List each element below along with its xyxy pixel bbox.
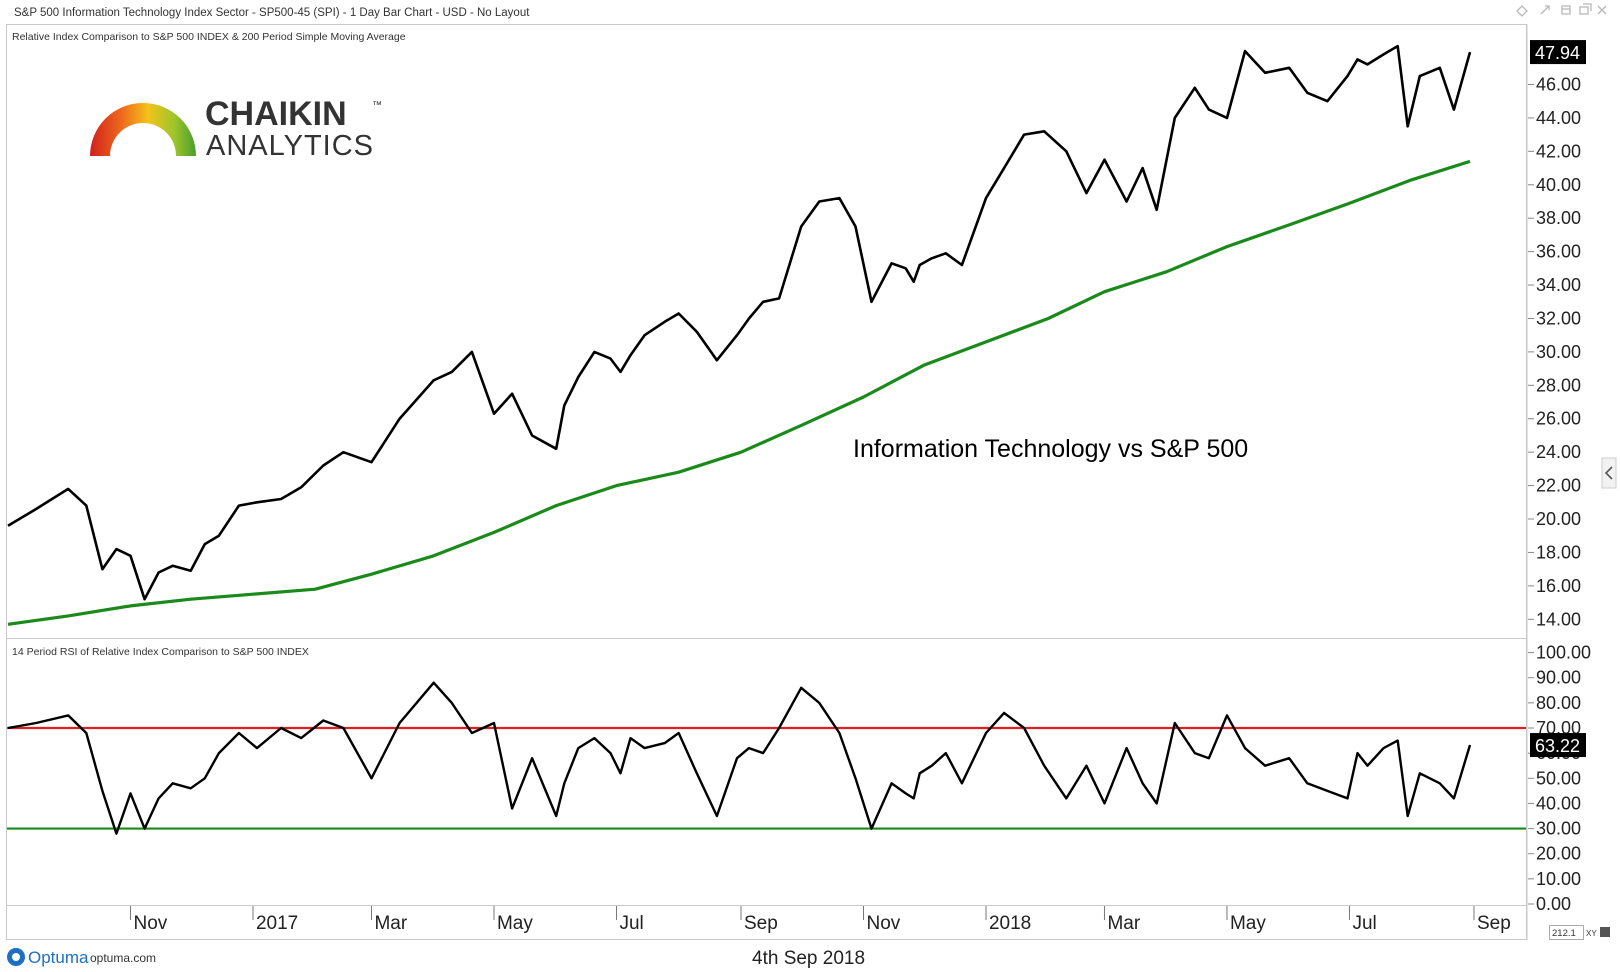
footer-date: 4th Sep 2018 bbox=[752, 948, 865, 969]
main-y-tick-label: 34.00 bbox=[1536, 275, 1581, 295]
rsi-y-axis: 0.0010.0020.0030.0040.0050.0060.0070.008… bbox=[1528, 643, 1591, 914]
zoom-input[interactable] bbox=[1549, 925, 1584, 940]
main-series-group bbox=[7, 44, 1472, 626]
main-y-tick-label: 20.00 bbox=[1536, 509, 1581, 529]
main-y-tick-label: 38.00 bbox=[1536, 208, 1581, 228]
x-tick-label: Mar bbox=[1107, 913, 1140, 934]
rsi-line bbox=[7, 681, 1472, 835]
x-tick-label: May bbox=[1230, 913, 1266, 934]
main-panel[interactable] bbox=[6, 24, 1527, 639]
main-y-tick-label: 30.00 bbox=[1536, 342, 1581, 362]
rsi-y-tick-label: 70.00 bbox=[1536, 718, 1581, 738]
rsi-last-value-label-bg bbox=[1530, 733, 1586, 758]
x-tick-label: Nov bbox=[133, 913, 167, 934]
sma200-line bbox=[7, 159, 1471, 626]
price-line bbox=[7, 44, 1472, 601]
optuma-brand-name: Optuma bbox=[28, 948, 89, 967]
main-y-tick-label: 26.00 bbox=[1536, 409, 1581, 429]
panel-collapse-tab[interactable] bbox=[1601, 457, 1617, 489]
window-controls bbox=[1516, 3, 1607, 17]
main-y-tick-label: 46.00 bbox=[1536, 74, 1581, 94]
rsi-y-tick-label: 30.00 bbox=[1536, 819, 1581, 839]
pin-icon[interactable] bbox=[1540, 5, 1550, 15]
main-y-tick-label: 36.00 bbox=[1536, 242, 1581, 262]
last-value-labels: 47.94 63.22 bbox=[1530, 40, 1586, 758]
zoom-box[interactable]: 212.1 XY bbox=[1549, 925, 1611, 940]
chevron-left-icon bbox=[1604, 466, 1613, 480]
main-y-tick-label: 40.00 bbox=[1536, 175, 1581, 195]
x-tick-label: Jul bbox=[1352, 913, 1376, 934]
main-y-tick-label: 22.00 bbox=[1536, 476, 1581, 496]
logo-line1: CHAIKIN bbox=[205, 95, 347, 133]
rsi-y-tick-label: 50.00 bbox=[1536, 768, 1581, 788]
collapse-tab[interactable] bbox=[1601, 457, 1617, 489]
rsi-series-group bbox=[7, 681, 1472, 835]
optuma-brand[interactable]: Optuma optuma.com bbox=[7, 948, 156, 967]
main-last-value-label: 47.94 bbox=[1535, 43, 1580, 63]
main-y-tick-label: 14.00 bbox=[1536, 609, 1581, 629]
chart-title: S&P 500 Information Technology Index Sec… bbox=[14, 7, 530, 19]
xy-toggle-icon[interactable] bbox=[1600, 927, 1610, 937]
rsi-y-tick-label: 90.00 bbox=[1536, 668, 1581, 688]
gauge-arc-icon bbox=[90, 103, 196, 156]
rsi-last-value-label: 63.22 bbox=[1535, 736, 1580, 756]
rsi-panel-caption: 14 Period RSI of Relative Index Comparis… bbox=[12, 646, 309, 658]
x-tick-label: 2018 bbox=[989, 913, 1031, 934]
x-tick-label: 2017 bbox=[256, 913, 298, 934]
x-tick-label: Sep bbox=[744, 913, 778, 934]
optuma-logo-hole bbox=[12, 953, 20, 961]
x-tick-label: Sep bbox=[1477, 913, 1511, 934]
rsi-y-tick-label: 20.00 bbox=[1536, 844, 1581, 864]
main-y-axis: 14.00 16.00 18.00 20.00 22.00 24.00 26.00 28.00… bbox=[1528, 74, 1581, 629]
main-panel-caption: Relative Index Comparison to S&P 500 IND… bbox=[12, 31, 406, 43]
main-y-tick-label: 44.00 bbox=[1536, 108, 1581, 128]
main-last-value-label-bg bbox=[1530, 40, 1586, 65]
main-y-tick-label: 24.00 bbox=[1536, 442, 1581, 462]
main-y-tick-label: 32.00 bbox=[1536, 308, 1581, 328]
window-icon[interactable] bbox=[1561, 5, 1571, 15]
rsi-y-tick-label: 10.00 bbox=[1536, 869, 1581, 889]
main-y-tick-label: 16.00 bbox=[1536, 576, 1581, 596]
rsi-y-tick-label: 0.00 bbox=[1536, 894, 1571, 914]
main-y-tick-label: 18.00 bbox=[1536, 542, 1581, 562]
x-axis-band[interactable] bbox=[6, 905, 1527, 940]
main-y-tick-label: 28.00 bbox=[1536, 375, 1581, 395]
x-axis: Nov 2017 Mar May Jul Sep Nov 2018 Mar May Jul Sep bbox=[129, 906, 1511, 934]
x-tick-label: Jul bbox=[619, 913, 643, 934]
zoom-value: 212.1 bbox=[1552, 928, 1576, 939]
x-tick-label: May bbox=[497, 913, 533, 934]
optuma-site: optuma.com bbox=[90, 951, 156, 965]
logo-tm: ™ bbox=[372, 100, 382, 111]
rsi-panel[interactable] bbox=[6, 638, 1527, 906]
diamond-icon[interactable] bbox=[1516, 5, 1528, 17]
main-y-tick-label: 42.00 bbox=[1536, 141, 1581, 161]
logo-line2: ANALYTICS bbox=[206, 130, 374, 162]
chaikin-logo: CHAIKIN ™ ANALYTICS bbox=[90, 95, 382, 162]
chart-annotation: Information Technology vs S&P 500 bbox=[853, 435, 1248, 463]
header-bar bbox=[0, 0, 1620, 24]
rsi-y-tick-label: 80.00 bbox=[1536, 693, 1581, 713]
x-tick-label: Nov bbox=[866, 913, 900, 934]
restore-icon[interactable] bbox=[1579, 3, 1592, 15]
close-icon[interactable] bbox=[1597, 5, 1607, 15]
rsi-y-tick-label: 40.00 bbox=[1536, 793, 1581, 813]
rsi-level-lines bbox=[7, 726, 1526, 830]
rsi-y-tick-label: 100.00 bbox=[1536, 643, 1591, 663]
x-tick-label: Mar bbox=[374, 913, 407, 934]
xy-label: XY bbox=[1586, 929, 1597, 938]
